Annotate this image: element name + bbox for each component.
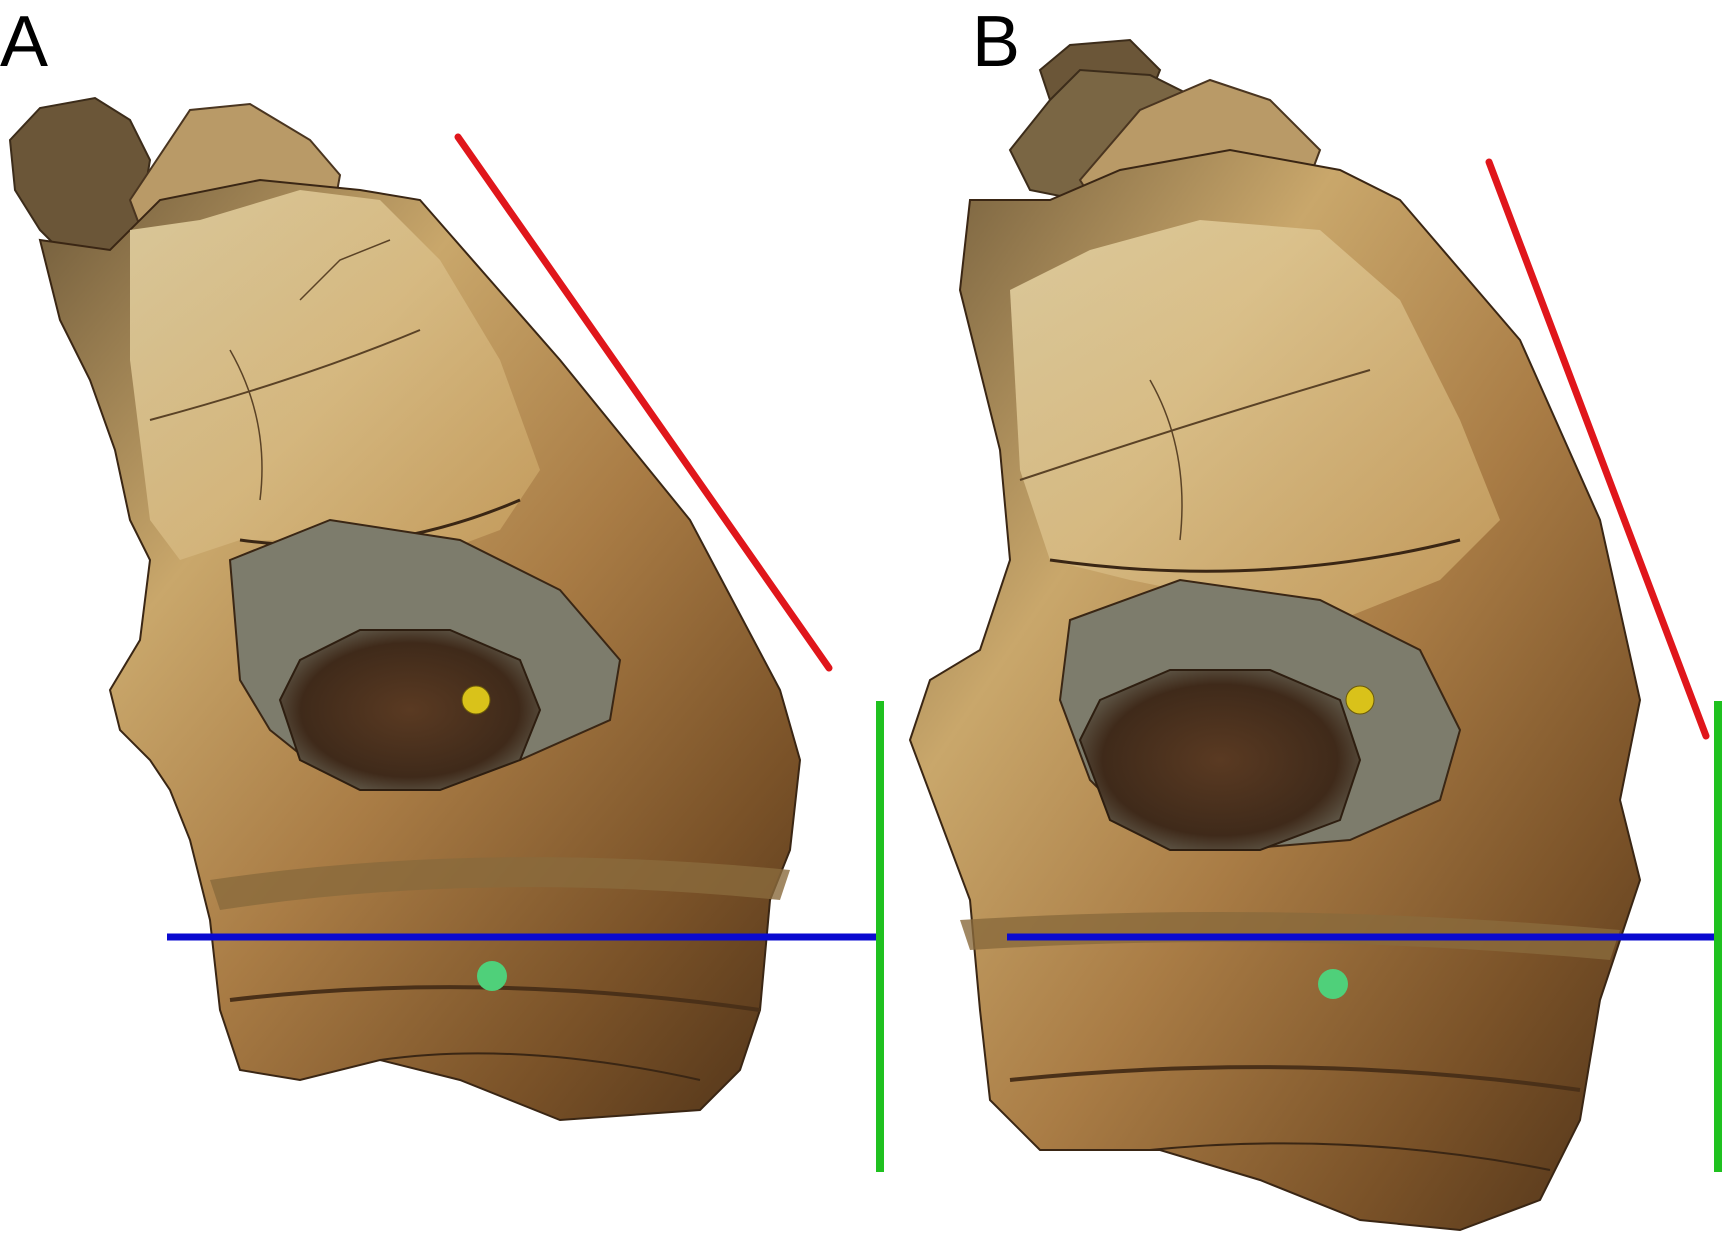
yellow-specimen-label-b [1345,685,1375,715]
red-reference-line-b [1485,158,1710,740]
panel-label-a: A [0,2,49,82]
green-specimen-label-a [477,961,507,991]
green-specimen-label-b [1318,969,1348,999]
fossil-bone-photo-b [908,38,1722,1232]
panel-b: B [900,0,1723,1259]
fossil-bone-photo-a [8,96,884,1172]
yellow-specimen-label-a [461,685,491,715]
panel-label-b: B [972,2,1021,82]
panel-a: A [0,2,884,1172]
red-reference-line-a [454,133,833,672]
